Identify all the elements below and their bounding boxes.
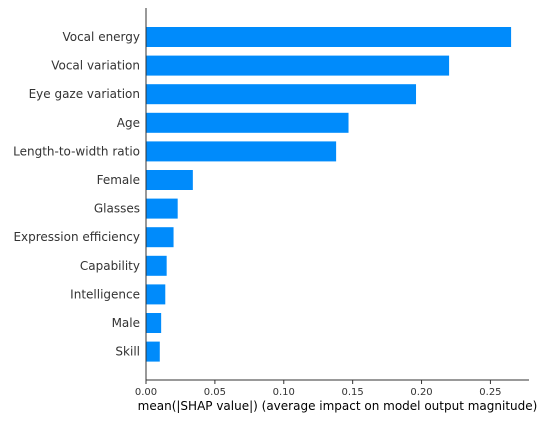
category-label: Capability — [80, 259, 140, 273]
category-labels-group: Vocal energy Vocal variation Eye gaze vari… — [13, 30, 140, 359]
category-label: Female — [97, 173, 140, 187]
bar-vocal-energy — [146, 27, 512, 47]
bar-length-to-width-ratio — [146, 141, 337, 162]
x-tick-label: 0.00 — [135, 387, 157, 398]
category-label: Vocal energy — [62, 30, 140, 44]
bar-eye-gaze-variation — [146, 84, 417, 105]
x-tick-label: 0.25 — [479, 387, 501, 398]
category-label: Male — [112, 316, 140, 330]
category-label: Length-to-width ratio — [13, 144, 140, 158]
bar-intelligence — [146, 284, 166, 305]
bar-glasses — [146, 198, 178, 219]
bar-expression-efficiency — [146, 227, 174, 248]
x-axis-title: mean(|SHAP value|) (average impact on mo… — [138, 399, 538, 413]
x-ticks-group: 0.00 0.05 0.10 0.15 0.20 0.25 — [135, 380, 502, 398]
category-label: Skill — [115, 345, 140, 359]
bar-capability — [146, 255, 167, 276]
category-label: Expression efficiency — [13, 230, 140, 244]
bar-vocal-variation — [146, 55, 450, 76]
category-label: Glasses — [94, 202, 140, 216]
category-label: Vocal variation — [51, 59, 140, 73]
category-label: Eye gaze variation — [29, 87, 140, 101]
category-label: Intelligence — [70, 287, 140, 301]
bars-group — [146, 27, 512, 362]
bar-male — [146, 313, 162, 333]
bar-age — [146, 112, 349, 133]
x-tick-label: 0.10 — [273, 387, 295, 398]
bar-female — [146, 170, 193, 190]
category-label: Age — [117, 116, 140, 130]
x-tick-label: 0.05 — [204, 387, 226, 398]
x-tick-label: 0.20 — [410, 387, 432, 398]
bar-skill — [146, 341, 160, 362]
x-tick-label: 0.15 — [342, 387, 364, 398]
